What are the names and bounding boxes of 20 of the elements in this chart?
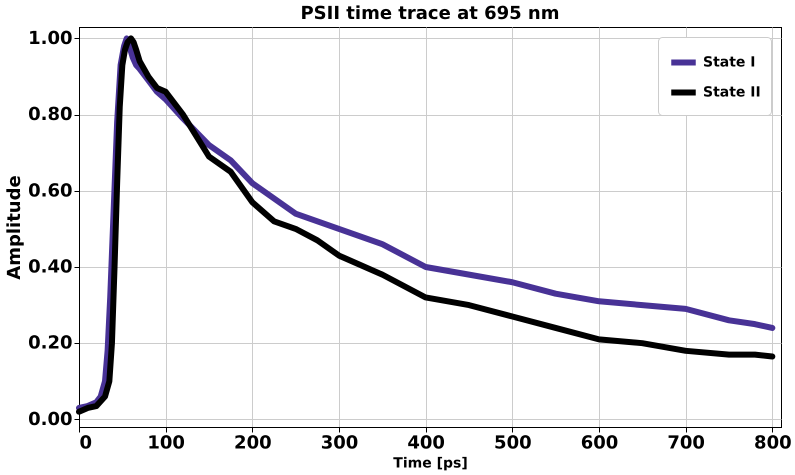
y-tick-label: 0.80: [28, 104, 72, 126]
legend-label: State I: [703, 54, 756, 70]
x-tick-label: 300: [320, 432, 358, 454]
x-tick-label: 400: [407, 432, 445, 454]
x-tick-label: 500: [494, 432, 532, 454]
x-tick-label: 800: [754, 432, 792, 454]
y-tick-label: 0.40: [28, 256, 72, 278]
y-axis-title: Amplitude: [4, 175, 26, 280]
x-tick-label: 200: [234, 432, 272, 454]
x-axis-title: Time [ps]: [393, 456, 468, 472]
chart-title: PSII time trace at 695 nm: [300, 3, 560, 24]
x-tick-label: 0: [80, 432, 92, 454]
y-tick-label: 0.60: [28, 180, 72, 202]
y-tick-label: 0.20: [28, 332, 72, 354]
y-tick-label: 1.00: [28, 28, 72, 49]
x-tick-label: 100: [147, 432, 185, 454]
x-tick-label: 700: [667, 432, 705, 454]
y-tick-label: 0.00: [28, 408, 72, 430]
x-tick-label: 600: [580, 432, 618, 454]
legend-label: State II: [703, 84, 761, 100]
